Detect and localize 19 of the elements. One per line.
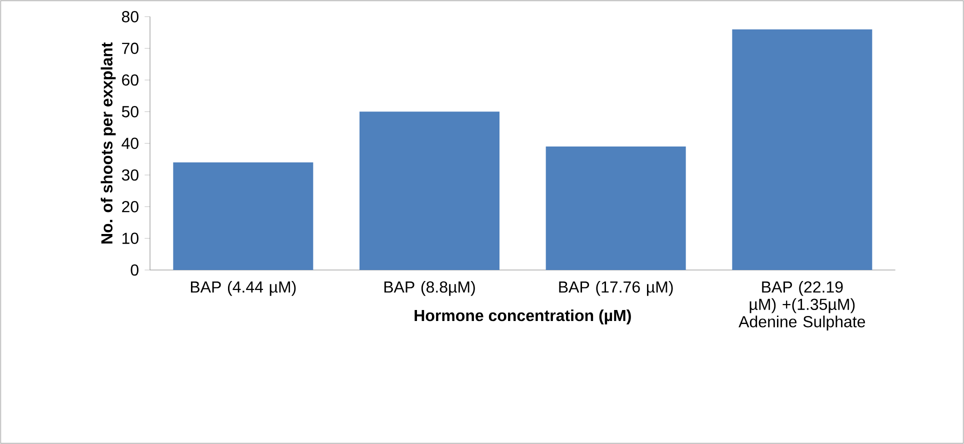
bar [732,29,872,270]
x-tick-label: BAP (22.19 µM) +(1.35µM) Adenine Sulphate [738,280,866,331]
y-tick-label: 50 [122,106,138,118]
y-tick-label: 70 [122,42,138,54]
bar [546,146,686,270]
x-tick-label: BAP (8.8µM) [384,280,475,296]
y-tick-label: 30 [122,169,138,181]
y-tick-label: 60 [122,74,138,86]
y-tick-label: 10 [122,232,138,244]
bar [173,162,314,270]
x-tick-label: BAP (17.76 µM) [559,280,673,296]
x-tick-label: BAP (4.44 µM) [190,280,296,296]
x-axis-title: Hormone concentration (µM) [414,309,631,324]
y-tick-label: 0 [130,264,138,276]
y-axis-title: No. of shoots per exxplant [100,42,116,244]
y-tick-label: 20 [122,201,138,212]
y-tick-label: 80 [122,11,138,22]
y-tick-label: 40 [122,138,138,149]
bar [360,112,500,270]
